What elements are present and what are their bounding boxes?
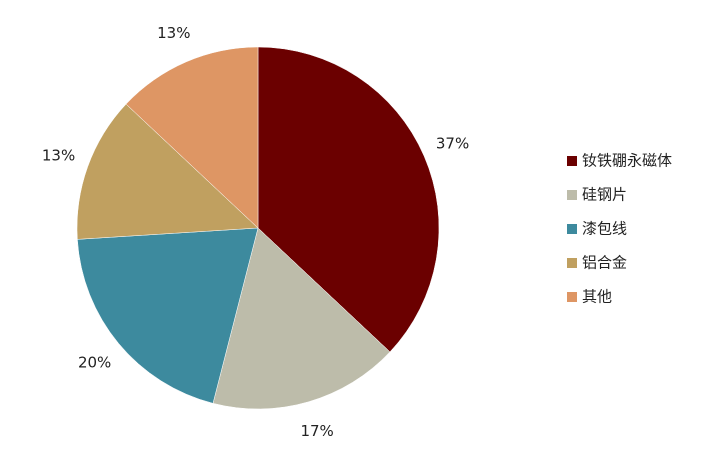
data-label: 37% (436, 134, 469, 152)
legend-label: 铝合金 (582, 254, 627, 272)
pie-slice (125, 46, 259, 229)
legend-label: 硅钢片 (582, 186, 627, 204)
legend-label: 漆包线 (582, 220, 627, 238)
legend-label: 其他 (582, 288, 612, 306)
pie-slice (77, 227, 259, 404)
data-label: 20% (78, 354, 111, 372)
data-label: 17% (300, 422, 333, 440)
pie-slice (257, 46, 440, 353)
pie-slice (212, 227, 391, 410)
legend-swatch (567, 292, 577, 302)
legend-swatch (567, 224, 577, 234)
legend-swatch (567, 190, 577, 200)
pie-slice (76, 103, 259, 240)
legend-swatch (567, 258, 577, 268)
legend-swatch (567, 156, 577, 166)
data-label: 13% (157, 24, 190, 42)
data-label: 13% (42, 147, 75, 165)
legend-label: 钕铁硼永磁体 (582, 152, 672, 170)
